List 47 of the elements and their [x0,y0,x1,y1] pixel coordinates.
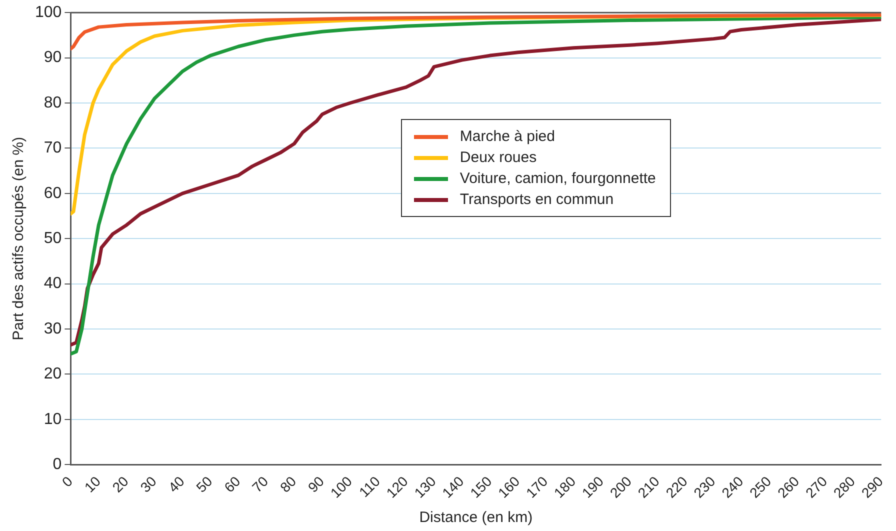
x-tick-label: 10 [81,472,104,496]
x-tick-label: 90 [304,472,328,496]
legend-label: Voiture, camion, fourgonnette [460,170,656,188]
y-tick-label: 10 [44,410,62,428]
legend-label: Marche à pied [460,128,555,146]
y-tick-label: 50 [44,230,62,248]
x-tick-label: 150 [466,472,495,501]
x-tick-label: 220 [662,472,690,501]
x-tick-label: 200 [606,472,635,501]
x-tick-label: 210 [634,472,663,501]
x-tick-label: 140 [438,472,467,501]
y-tick-label: 20 [44,366,62,383]
x-tick-label: 290 [858,472,886,501]
x-tick-label: 190 [578,472,607,501]
x-tick-label: 170 [522,472,551,501]
x-axis-title: Distance (en km) [419,509,533,526]
x-tick-label: 70 [248,472,272,496]
x-tick-label: 20 [109,472,132,496]
y-tick-label: 40 [44,275,62,292]
x-tick-label: 30 [137,472,160,496]
x-tick-label: 0 [58,472,76,490]
x-tick-label: 280 [830,472,858,501]
x-tick-label: 240 [718,472,746,501]
x-tick-label: 120 [383,472,412,501]
x-tick-label: 40 [165,472,188,496]
y-tick-label: 90 [44,49,62,66]
y-tick-label: 100 [34,4,62,22]
legend-label: Transports en commun [460,191,614,208]
y-tick-label: 30 [44,320,62,338]
x-tick-label: 230 [690,472,718,501]
x-tick-label: 270 [802,472,830,501]
x-tick-label: 80 [276,472,300,496]
y-tick-label: 80 [44,94,62,112]
x-tick-label: 100 [327,472,356,501]
y-tick-label: 70 [44,140,62,157]
x-tick-label: 110 [356,472,384,500]
x-tick-label: 60 [220,472,244,496]
x-tick-label: 50 [192,472,216,496]
x-tick-label: 250 [746,472,774,501]
x-tick-label: 130 [411,472,439,501]
y-axis-title: Part des actifs occupés (en %) [10,136,28,340]
y-tick-label: 60 [44,184,62,202]
y-tick-label: 0 [52,456,62,474]
x-tick-label: 260 [774,472,802,501]
x-tick-label: 160 [494,472,523,501]
x-tick-label: 180 [550,472,579,501]
legend-label: Deux roues [460,149,537,166]
